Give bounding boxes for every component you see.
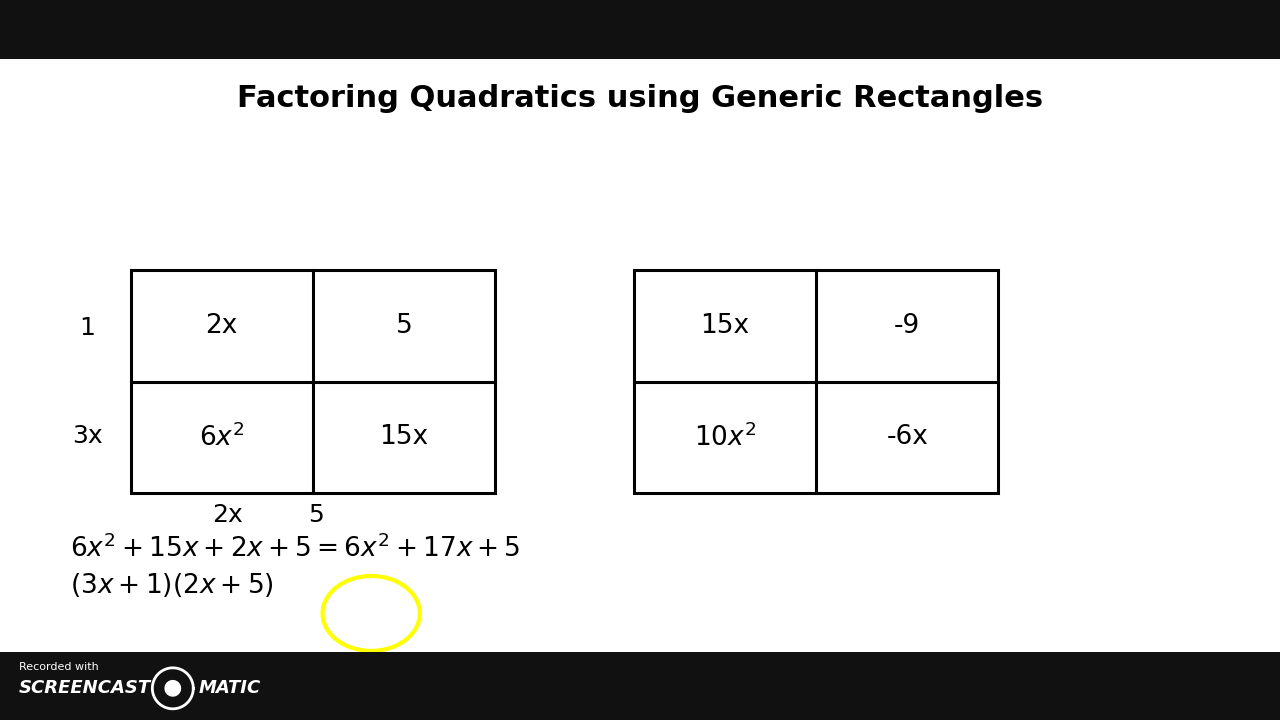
Text: 15x: 15x — [380, 424, 429, 451]
Text: 2x: 2x — [212, 503, 243, 527]
Text: $6x^2$: $6x^2$ — [198, 423, 244, 451]
Bar — [634, 270, 998, 493]
Text: -9: -9 — [893, 312, 920, 339]
Text: MATIC: MATIC — [198, 680, 261, 697]
Text: 15x: 15x — [700, 312, 749, 339]
Polygon shape — [165, 680, 180, 696]
Text: 3x: 3x — [72, 423, 102, 448]
Text: $(3x + 1)(2x + 5)$: $(3x + 1)(2x + 5)$ — [70, 571, 274, 598]
Bar — [0, 59, 1280, 652]
Bar — [131, 270, 495, 493]
Text: $6x^2 + 15x + 2x + 5 = 6x^2 + 17x + 5$: $6x^2 + 15x + 2x + 5 = 6x^2 + 17x + 5$ — [70, 534, 521, 563]
Text: $10x^2$: $10x^2$ — [694, 423, 756, 451]
Text: Recorded with: Recorded with — [19, 662, 99, 672]
Text: Factoring Quadratics using Generic Rectangles: Factoring Quadratics using Generic Recta… — [237, 84, 1043, 113]
Text: -6x: -6x — [886, 424, 928, 451]
Text: 5: 5 — [396, 312, 412, 339]
Bar — [0, 0, 1280, 59]
Text: 2x: 2x — [206, 312, 238, 339]
Bar — [0, 652, 1280, 720]
Text: 1: 1 — [79, 315, 95, 340]
Text: SCREENCAST: SCREENCAST — [19, 680, 151, 697]
Text: 5: 5 — [308, 503, 324, 527]
